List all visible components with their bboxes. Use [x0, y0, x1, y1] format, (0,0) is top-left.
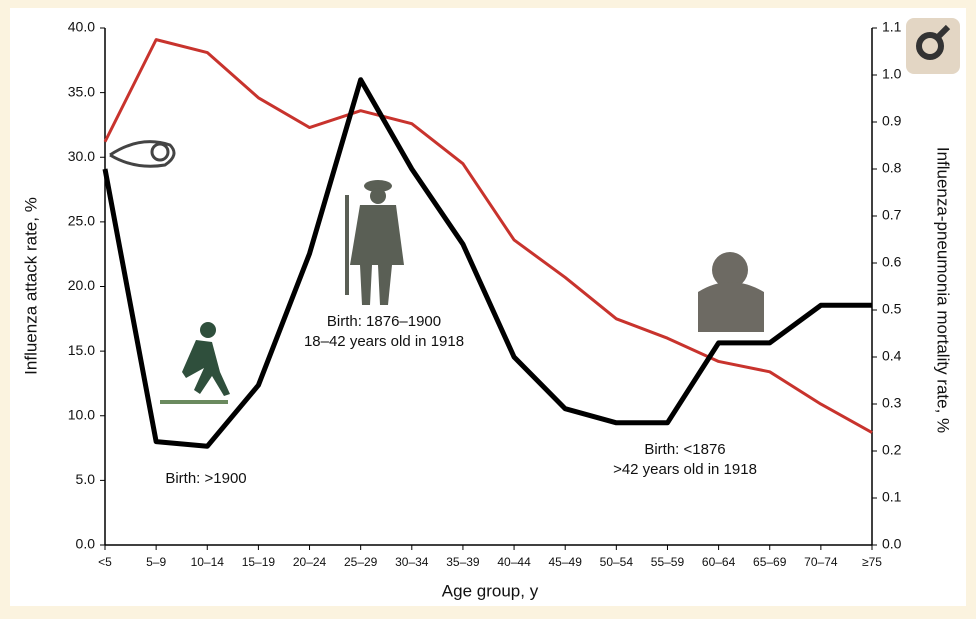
- y-tick-label: 30.0: [68, 148, 95, 164]
- y-tick-label: 10.0: [68, 406, 95, 422]
- y2-tick-label: 1.0: [882, 66, 902, 82]
- y2-tick-label: 0.7: [882, 207, 902, 223]
- y2-tick-label: 0.3: [882, 395, 902, 411]
- y-tick-label: 0.0: [76, 536, 96, 552]
- x-tick-label: 60–64: [702, 555, 736, 569]
- annotation: Birth: 1876–1900: [327, 313, 441, 330]
- y-tick-label: 15.0: [68, 342, 95, 358]
- y-axis-label: Influenza attack rate, %: [21, 197, 40, 375]
- x-tick-label: 50–54: [600, 555, 634, 569]
- x-tick-label: 30–34: [395, 555, 429, 569]
- chart-background: [10, 8, 966, 606]
- y2-tick-label: 1.1: [882, 19, 902, 35]
- y2-tick-label: 0.1: [882, 489, 902, 505]
- runner-icon: [160, 322, 230, 404]
- x-tick-label: 40–44: [497, 555, 531, 569]
- y-tick-label: 5.0: [76, 471, 96, 487]
- y2-tick-label: 0.4: [882, 348, 902, 364]
- annotation: >42 years old in 1918: [613, 461, 757, 478]
- annotation: Birth: <1876: [644, 441, 725, 458]
- series-line: [103, 38, 873, 434]
- x-tick-label: 70–74: [804, 555, 838, 569]
- x-tick-label: <5: [98, 555, 112, 569]
- y-tick-label: 20.0: [68, 277, 95, 293]
- x-tick-label: 35–39: [446, 555, 480, 569]
- old-man-icon: [698, 252, 764, 332]
- x-tick-label: 20–24: [293, 555, 327, 569]
- annotation: Birth: >1900: [165, 470, 246, 487]
- y2-tick-label: 0.6: [882, 254, 902, 270]
- x-tick-label: 65–69: [753, 555, 787, 569]
- search-button[interactable]: [906, 18, 960, 74]
- y2-tick-label: 0.0: [882, 536, 902, 552]
- x-tick-label: 25–29: [344, 555, 378, 569]
- y-tick-label: 35.0: [68, 83, 95, 99]
- soldier-icon: [345, 180, 404, 305]
- x-tick-label: 55–59: [651, 555, 685, 569]
- x-tick-label: 10–14: [191, 555, 225, 569]
- y2-tick-label: 0.5: [882, 301, 902, 317]
- x-tick-label: 5–9: [146, 555, 166, 569]
- x-axis-label: Age group, y: [442, 581, 539, 600]
- y2-axis-label: Influenza-pneumonia mortality rate, %: [934, 147, 953, 433]
- series-line: [102, 77, 872, 449]
- y2-tick-label: 0.2: [882, 442, 902, 458]
- y-tick-label: 40.0: [68, 19, 95, 35]
- y-tick-label: 25.0: [68, 213, 95, 229]
- y2-tick-label: 0.9: [882, 113, 902, 129]
- baby-icon: [109, 140, 176, 168]
- x-tick-label: 15–19: [242, 555, 276, 569]
- x-tick-label: 45–49: [549, 555, 583, 569]
- y2-tick-label: 0.8: [882, 160, 902, 176]
- x-tick-label: ≥75: [862, 555, 882, 569]
- annotation: 18–42 years old in 1918: [304, 333, 464, 350]
